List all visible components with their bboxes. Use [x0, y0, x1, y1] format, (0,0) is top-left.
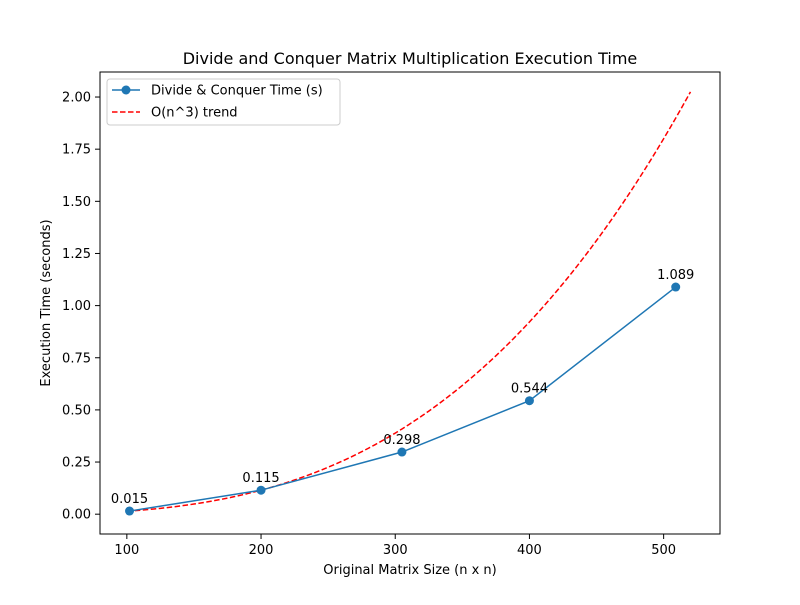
y-tick-label: 1.50	[62, 195, 91, 210]
legend-frame	[106, 78, 341, 126]
legend-label-series-1: O(n^3) trend	[151, 106, 238, 121]
data-point-marker	[524, 396, 534, 406]
y-tick-label: 1.75	[62, 143, 91, 158]
legend: Divide & Conquer Time (s) O(n^3) trend	[106, 78, 341, 126]
plot-frame	[99, 71, 721, 535]
y-tick-label: 1.25	[62, 247, 91, 262]
chart-title: Divide and Conquer Matrix Multiplication…	[183, 49, 638, 68]
legend-swatch-marker-series-0	[121, 85, 131, 95]
x-tick-label: 300	[383, 543, 408, 558]
legend-label-series-0: Divide & Conquer Time (s)	[151, 84, 323, 99]
data-point-marker	[671, 282, 681, 292]
data-point-marker	[125, 506, 135, 516]
data-point-label: 1.089	[657, 268, 694, 283]
axes: 100 200 300 400 500 0.00 0.25 0.50 0.75 1.00 1.25 1…	[62, 91, 676, 558]
plot-area: 0.015 0.115 0.298 0.544 1.089	[111, 91, 694, 516]
y-tick-label: 0.50	[62, 403, 91, 418]
x-tick-label: 400	[517, 543, 542, 558]
y-axis-title: Execution Time (seconds)	[39, 219, 54, 386]
series-line-o-n3-trend	[126, 91, 692, 512]
data-point-label: 0.544	[511, 382, 548, 397]
y-tick-label: 1.00	[62, 299, 91, 314]
x-tick-label: 500	[651, 543, 676, 558]
y-tick-label: 0.75	[62, 351, 91, 366]
data-point-marker	[397, 447, 407, 457]
x-tick-label: 100	[114, 543, 139, 558]
x-tick-label: 200	[249, 543, 274, 558]
x-axis-title: Original Matrix Size (n x n)	[323, 563, 496, 578]
y-tick-label: 2.00	[62, 91, 91, 106]
data-point-label: 0.298	[383, 433, 420, 448]
data-point-label: 0.015	[111, 492, 148, 507]
data-point-label: 0.115	[242, 471, 279, 486]
data-point-marker	[256, 485, 266, 495]
y-tick-label: 0.00	[62, 508, 91, 523]
y-tick-label: 0.25	[62, 456, 91, 471]
